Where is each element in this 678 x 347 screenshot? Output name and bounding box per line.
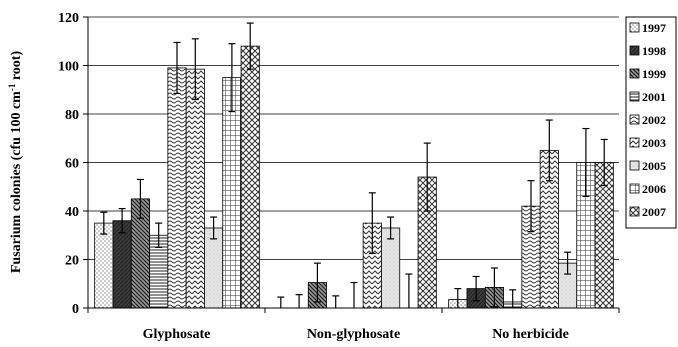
y-tick-label: 100 [58,60,79,75]
category-labels: Glyphosate Non-glyphosate No herbicide [143,327,569,342]
legend-item-1998: 1998 [629,44,666,58]
axes [83,16,620,313]
bar-2005-1 [381,227,401,309]
legend-item-2001: 2001 [629,90,666,104]
legend-item-2003: 2003 [629,136,666,150]
legend-item-2007: 2007 [629,205,666,219]
error-bar-2006-1 [405,273,413,308]
bar-2006-0 [222,77,242,309]
error-bar-1998-0 [118,207,126,234]
error-bar-1998-2 [472,275,480,302]
legend-item-2005: 2005 [629,159,666,173]
legend-swatch [629,160,640,171]
legend-swatch [629,22,640,33]
legend-label: 2005 [642,159,666,173]
y-tick-label: 80 [65,108,79,123]
error-bar-2005-1 [387,216,395,240]
bar-1997-0 [94,222,114,309]
legend-swatch [629,68,640,79]
y-tick-label: 120 [58,11,79,26]
error-bar-2002-1 [350,281,358,308]
error-bar-2001-1 [332,295,340,308]
y-tick-label: 0 [72,302,79,317]
legend-label: 2002 [642,113,666,127]
error-bar-1999-2 [490,267,498,308]
legend-item-1999: 1999 [629,67,666,81]
legend: 1997 1998 1999 2001 2002 2003 2005 2006 2007 [625,16,677,229]
error-bar-2003-2 [545,119,553,182]
legend-swatch [629,137,640,148]
error-bar-1997-2 [454,288,462,308]
legend-label: 2007 [642,205,666,219]
bar-2002-0 [167,67,187,309]
category-label: No herbicide [492,327,569,342]
bar-2007-0 [240,45,260,309]
error-bar-2002-2 [527,180,535,233]
error-bar-1999-1 [313,262,321,303]
category-label: Glyphosate [143,327,211,342]
legend-item-1997: 1997 [629,21,666,35]
error-bar-2002-0 [173,41,181,94]
legend-swatch [629,114,640,125]
error-bar-2005-0 [210,216,218,240]
error-bar-1997-1 [277,296,285,308]
legend-item-2002: 2002 [629,113,666,127]
bar-1998-0 [112,220,132,309]
error-bar-1998-1 [295,294,303,308]
error-bar-2001-2 [509,289,517,308]
legend-label: 2006 [642,182,666,196]
legend-swatch [629,183,640,194]
legend-label: 2003 [642,136,666,150]
y-tick-label: 40 [65,205,79,220]
legend-swatch [629,206,640,217]
bar-2005-0 [204,227,224,309]
y-tick-labels: 0 20 40 60 80 100 120 [58,11,79,317]
bar-2003-0 [185,68,205,309]
error-bar-1999-0 [136,178,144,219]
legend-swatch [629,91,640,102]
bars [94,45,614,309]
legend-label: 2001 [642,90,666,104]
error-bar-2007-2 [600,138,608,187]
y-tick-label: 60 [65,157,79,172]
y-axis-title: Fusarium colonies (cfu 100 cm-1 root) [7,51,24,274]
error-bar-2007-1 [423,142,431,212]
error-bar-2006-0 [228,43,236,113]
error-bar-2007-0 [246,22,254,70]
error-bar-2006-2 [582,127,590,198]
error-bar-2003-0 [191,38,199,101]
legend-item-2006: 2006 [629,182,666,196]
error-bar-2003-1 [368,192,376,255]
legend-label: 1999 [642,67,666,81]
error-bars [100,22,608,308]
legend-swatch [629,45,640,56]
y-tick-label: 20 [65,254,79,269]
category-label: Non-glyphosate [307,327,400,342]
error-bar-2001-0 [155,222,163,248]
error-bar-1997-0 [100,211,108,235]
legend-label: 1998 [642,44,666,58]
legend-label: 1997 [642,21,666,35]
error-bar-2005-2 [564,251,572,275]
